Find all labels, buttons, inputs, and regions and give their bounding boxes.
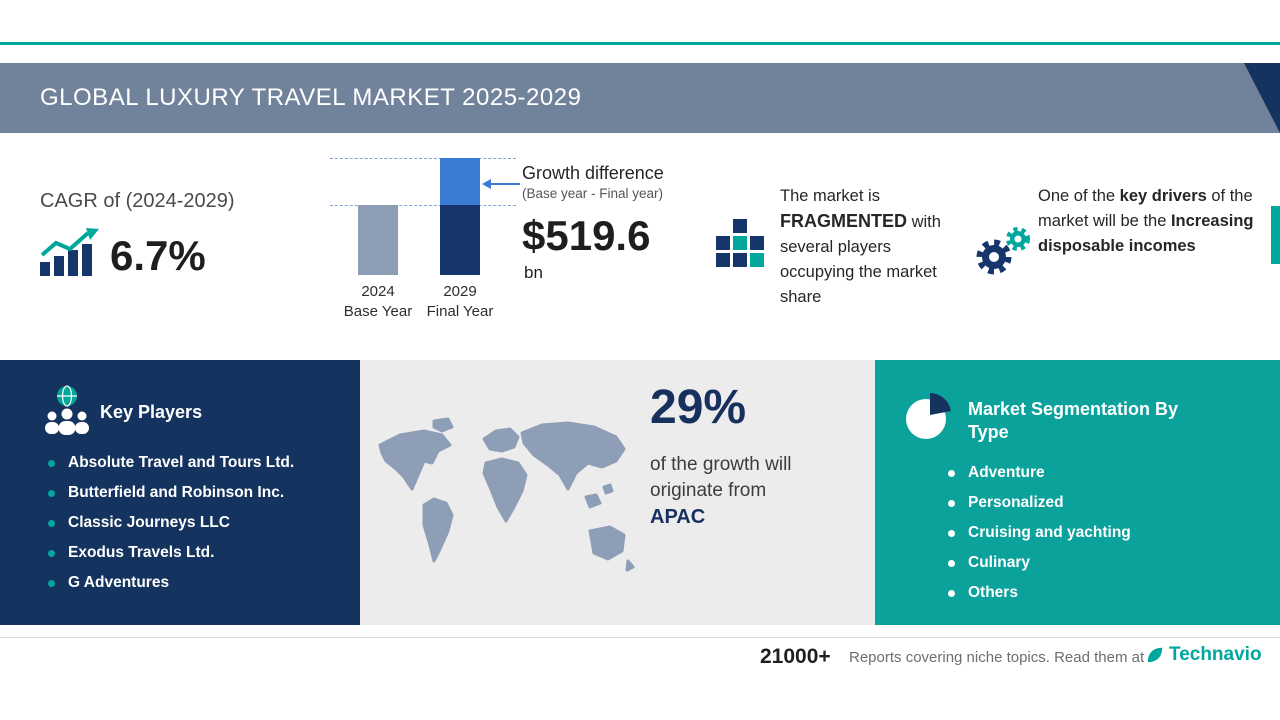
drivers-bold2: Increasing disposable incomes	[1038, 212, 1254, 255]
cagr-label: CAGR of (2024-2029)	[40, 190, 235, 212]
segment-name: Adventure	[968, 464, 1045, 481]
growth-pointer-arrow-icon	[481, 177, 521, 195]
key-player-name: G Adventures	[68, 574, 170, 591]
report-count: 21000+	[760, 645, 831, 668]
leaf-icon	[1147, 647, 1163, 663]
guide-line-final	[330, 158, 516, 159]
drivers-pre: One of the	[1038, 187, 1120, 205]
list-item: Others	[948, 578, 1131, 608]
segment-name: Personalized	[968, 494, 1064, 511]
growth-difference-subtitle: (Base year - Final year)	[522, 186, 664, 201]
list-item: G Adventures	[48, 568, 294, 598]
list-item: Personalized	[948, 488, 1131, 518]
bar-chart-up-icon	[40, 228, 100, 281]
bullet-icon	[48, 519, 55, 527]
list-item: Absolute Travel and Tours Ltd.	[48, 448, 294, 478]
fragmented-pre: The market is	[780, 187, 880, 205]
growth-difference-unit: bn	[524, 263, 543, 282]
growth-bar-chart: 2024 Base Year 2029 Final Year	[330, 150, 516, 320]
key-player-name: Classic Journeys LLC	[68, 514, 230, 531]
pie-chart-icon	[903, 392, 953, 447]
gears-icon	[968, 226, 1032, 283]
cagr-value: 6.7%	[110, 232, 206, 279]
list-item: Culinary	[948, 548, 1131, 578]
region-growth-percent: 29%	[650, 381, 747, 434]
right-edge-accent	[1271, 206, 1280, 264]
brand-name: Technavio	[1169, 644, 1262, 665]
region-growth-text: of the growth will originate from	[650, 452, 792, 504]
bar-2024-year: 2024	[361, 283, 395, 300]
key-player-name: Exodus Travels Ltd.	[68, 544, 215, 561]
region-name: APAC	[650, 506, 706, 528]
key-drivers-statement: One of the key drivers of the market wil…	[1038, 184, 1266, 259]
key-player-name: Butterfield and Robinson Inc.	[68, 484, 285, 501]
key-player-name: Absolute Travel and Tours Ltd.	[68, 454, 295, 471]
guide-line-base	[330, 205, 516, 206]
growth-difference-title: Growth difference	[522, 163, 664, 183]
footer-text: Reports covering niche topics. Read them…	[849, 649, 1145, 666]
segment-name: Cruising and yachting	[968, 524, 1131, 541]
bullet-icon	[48, 579, 55, 587]
bar-2024-label: Base Year	[343, 303, 413, 320]
bar-2024	[358, 205, 398, 275]
region-text-line1: of the growth will	[650, 454, 792, 475]
bar-2029-label: Final Year	[426, 303, 494, 320]
squares-grid-icon	[716, 218, 768, 275]
key-players-heading: Key Players	[100, 402, 203, 422]
globe-people-icon	[40, 383, 94, 442]
bullet-icon	[48, 489, 55, 497]
bullet-icon	[948, 529, 955, 537]
list-item: Butterfield and Robinson Inc.	[48, 478, 294, 508]
bar-2029-year: 2029	[443, 283, 477, 300]
growth-difference-value: $519.6	[522, 212, 651, 259]
segment-name: Culinary	[968, 554, 1031, 571]
list-item: Cruising and yachting	[948, 518, 1131, 548]
drivers-bold1: key drivers	[1119, 187, 1207, 205]
bullet-icon	[948, 559, 955, 567]
footer-divider	[0, 637, 1280, 638]
technavio-logo: Technavio	[1146, 644, 1262, 666]
bullet-icon	[48, 549, 55, 557]
segmentation-list: Adventure Personalized Cruising and yach…	[948, 458, 1131, 608]
list-item: Adventure	[948, 458, 1131, 488]
bullet-icon	[948, 589, 955, 597]
segment-name: Others	[968, 584, 1018, 601]
bullet-icon	[48, 459, 55, 467]
region-text-line2: originate from	[650, 480, 767, 501]
growth-region-panel	[360, 360, 875, 625]
bullet-icon	[948, 499, 955, 507]
header-band	[0, 63, 1280, 133]
list-item: Exodus Travels Ltd.	[48, 538, 294, 568]
segmentation-heading: Market Segmentation By Type	[968, 399, 1179, 442]
list-item: Classic Journeys LLC	[48, 508, 294, 538]
fragmented-bold: FRAGMENTED	[780, 211, 907, 231]
world-map	[372, 415, 642, 598]
fragmented-statement: The market is FRAGMENTED with several pl…	[780, 184, 952, 310]
bullet-icon	[948, 469, 955, 477]
key-players-panel	[0, 360, 360, 625]
top-accent-line	[0, 42, 1280, 45]
key-players-list: Absolute Travel and Tours Ltd. Butterfie…	[48, 448, 294, 598]
fragmented-post: with several players occupying the marke…	[780, 213, 941, 306]
bar-2029	[440, 158, 480, 275]
drivers-mid: of the market will be the	[1038, 187, 1253, 230]
page-title: GLOBAL LUXURY TRAVEL MARKET 2025-2029	[40, 84, 582, 111]
